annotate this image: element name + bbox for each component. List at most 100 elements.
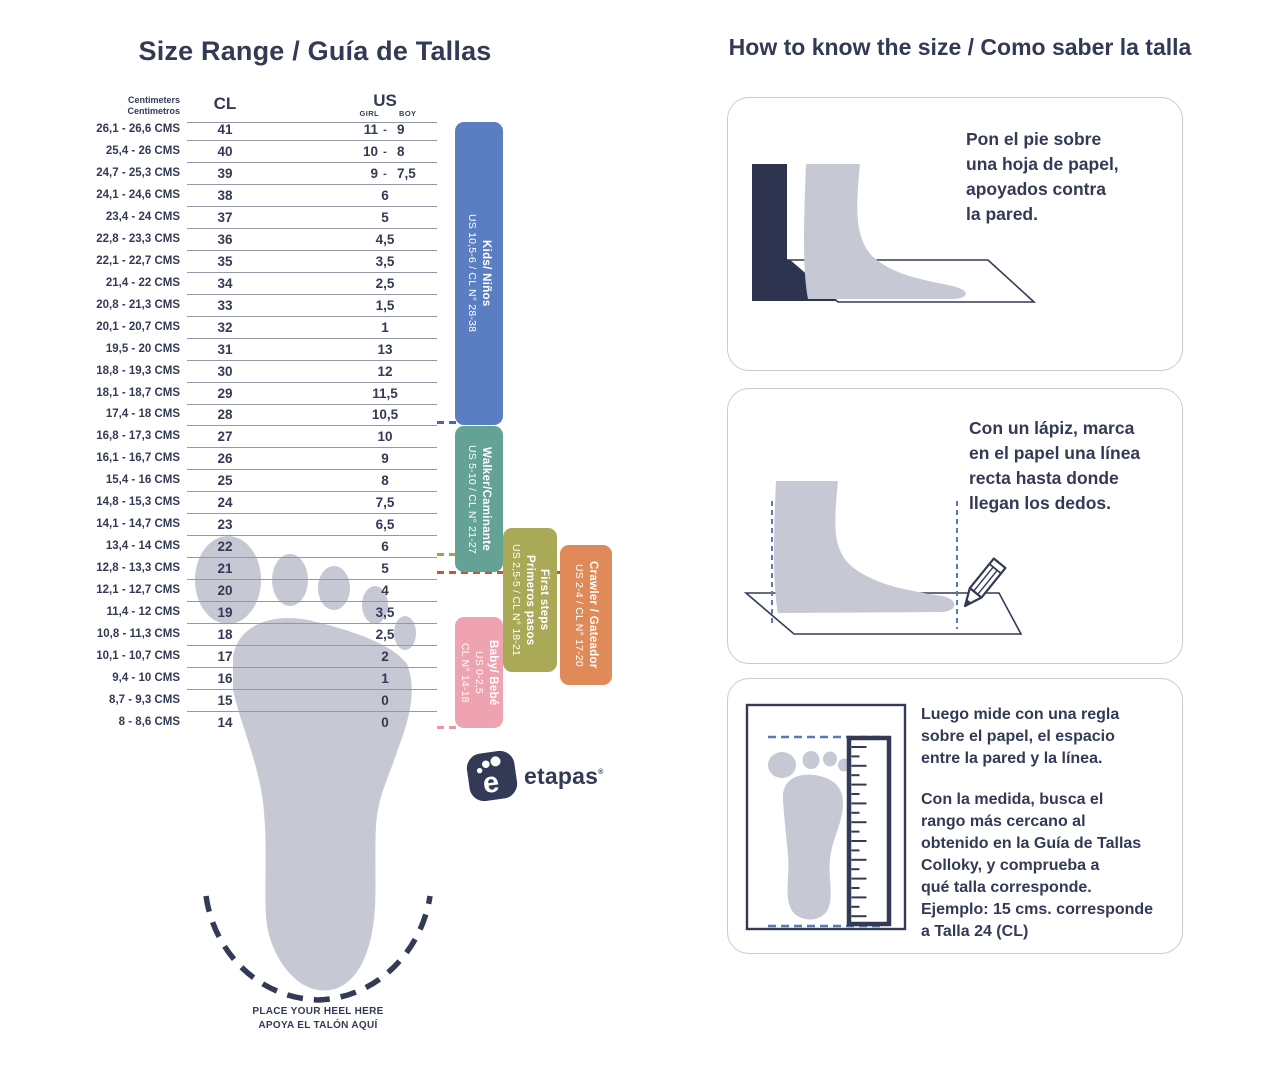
row-cm-range: 12,8 - 13,3 CMS [96, 562, 180, 575]
row-cm-range: 18,8 - 19,3 CMS [96, 364, 180, 377]
row-cl-size: 20 [217, 583, 233, 599]
row-cl-size: 15 [217, 692, 233, 708]
row-cl-size: 26 [217, 451, 233, 467]
row-separator [187, 161, 437, 163]
row-us-size: 7,5 [375, 495, 395, 511]
stage-bar-crawler: Crawler / Gateador US 2-4 / CL N° 17-20 [560, 545, 612, 685]
row-us-size: 1 [381, 671, 389, 686]
row-cl-size: 35 [217, 253, 233, 269]
row-us-size: 8 [381, 473, 389, 489]
row-us-size: 0 [381, 692, 389, 708]
row-cl-size: 18 [217, 627, 233, 643]
row-cl-size: 39 [217, 165, 233, 181]
row-cm-range: 11,4 - 12 CMS [106, 606, 180, 619]
cm-column-header: Centimeters Centimetros [127, 95, 180, 116]
stage-range: US 2-4 / CL N° 17-20 [573, 563, 585, 667]
row-separator [187, 469, 437, 471]
row-separator [187, 249, 437, 251]
row-us-size: 1,5 [375, 297, 395, 313]
kids-dashed-connector [437, 421, 457, 424]
row-cm-range: 10,1 - 10,7 CMS [96, 650, 180, 663]
size-range-title: Size Range / Guía de Tallas [138, 36, 492, 66]
row-cl-size: 33 [217, 297, 233, 313]
row-separator [187, 623, 437, 625]
row-cm-range: 16,8 - 17,3 CMS [96, 430, 180, 443]
row-separator [187, 315, 437, 317]
foot-side-silhouette [804, 164, 966, 299]
step-card-3: Luego mide con una regla sobre el papel,… [727, 678, 1183, 954]
row-cl-size: 14 [217, 714, 233, 730]
row-separator [187, 205, 437, 207]
stage-range: US 10,5-6 / CL N° 28-38 [466, 214, 478, 333]
stage-name: First steps [538, 569, 550, 631]
row-cl-size: 29 [217, 385, 233, 401]
row-cl-size: 36 [217, 231, 233, 247]
row-cl-size: 40 [217, 143, 233, 159]
row-cm-range: 22,1 - 22,7 CMS [96, 254, 180, 267]
row-cl-size: 34 [217, 275, 233, 291]
crawler-dashed-connector [437, 571, 563, 574]
stage-range: US 5-10 / CL N° 21-27 [466, 444, 478, 554]
row-cl-size: 19 [217, 605, 233, 621]
girl-column-label: GIRL [359, 109, 379, 118]
footprint-small [768, 751, 850, 920]
row-cm-range: 14,8 - 15,3 CMS [96, 496, 180, 509]
row-cm-range: 8 - 8,6 CMS [118, 715, 180, 728]
stage-name: Primeros pasos [524, 554, 536, 646]
row-cm-range: 9,4 - 10 CMS [112, 672, 180, 684]
row-us-size: 10 [377, 429, 393, 445]
row-cm-range: 16,1 - 16,7 CMS [96, 452, 180, 465]
how-to-title: How to know the size / Como saber la tal… [728, 34, 1192, 60]
row-cm-range: 24,1 - 24,6 CMS [96, 188, 180, 201]
row-cm-range: 14,1 - 14,7 CMS [96, 518, 180, 531]
stage-range: US 2,5-5 / CL N° 18-21 [510, 543, 522, 657]
cl-column-header: CL [213, 94, 237, 113]
header-separator [187, 122, 437, 123]
row-separator [187, 645, 437, 647]
wall-shape [752, 164, 838, 301]
step-card-1: Pon el pie sobre una hoja de papel, apoy… [727, 97, 1183, 371]
row-cl-size: 16 [217, 671, 233, 686]
us-column-header: US [373, 91, 397, 110]
row-separator [187, 710, 437, 712]
row-separator [187, 689, 437, 690]
step3-text-1: Luego mide con una regla sobre el papel,… [921, 706, 1120, 767]
row-us-size: 6 [381, 539, 389, 555]
row-cm-range: 22,8 - 23,3 CMS [96, 232, 180, 245]
ruler [846, 735, 892, 927]
row-us-size: 4,5 [375, 231, 395, 247]
row-separator [187, 425, 437, 427]
stage-name: Crawler / Gateador [587, 561, 599, 669]
heel-note-es: APOYA EL TALÓN AQUÍ [258, 1020, 378, 1031]
row-cm-range: 13,4 - 14 CMS [105, 540, 180, 553]
row-us-size: 10,5 [371, 407, 399, 423]
row-cm-range: 20,1 - 20,7 CMS [96, 320, 180, 333]
row-cm-range: 17,4 - 18 CMS [105, 408, 180, 421]
row-cm-range: 23,4 - 24 CMS [105, 210, 180, 223]
row-cm-range: 21,4 - 22 CMS [105, 276, 180, 289]
row-cl-size: 28 [217, 407, 233, 423]
stage-name: Baby/ Bebé [487, 639, 499, 706]
row-us-size: 6 [381, 187, 389, 203]
row-us-size: 3,5 [375, 605, 395, 621]
row-separator [187, 535, 437, 537]
row-cm-range: 12,1 - 12,7 CMS [96, 584, 180, 597]
row-cm-range: 8,7 - 9,3 CMS [109, 693, 180, 706]
row-cm-range: 15,4 - 16 CMS [105, 474, 180, 487]
registered-mark: ® [598, 769, 604, 776]
row-separator [187, 403, 437, 405]
row-us-size: 4 [381, 583, 389, 599]
row-us-size: 2 [381, 649, 389, 665]
heel-note-en: PLACE YOUR HEEL HERE [252, 1006, 384, 1017]
row-separator [187, 359, 437, 361]
row-separator [187, 140, 437, 141]
step1-illustration [752, 164, 1037, 303]
ruler-ticks [851, 746, 867, 918]
row-separator [187, 579, 437, 581]
row-separator [187, 293, 437, 295]
row-us-size: 12 [377, 363, 393, 379]
row-separator [187, 381, 437, 383]
row-us-size: 5 [381, 561, 389, 577]
brand-wordmark: etapas® [524, 763, 604, 789]
boy-column-label: BOY [399, 109, 417, 118]
